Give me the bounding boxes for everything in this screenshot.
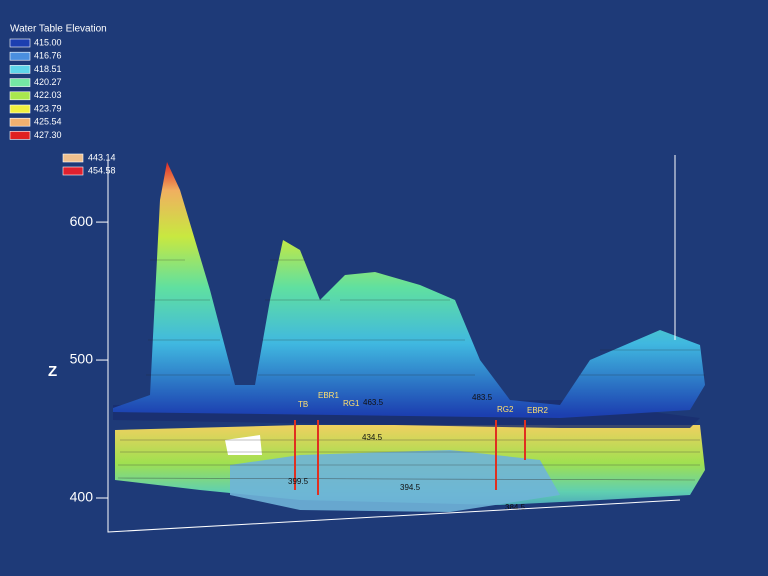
annotations: TB EBR1 RG1 463.5 483.5 RG2 EBR2 434.5 3… <box>288 391 548 512</box>
annotation: 399.5 <box>288 477 309 486</box>
legend-swatch <box>9 38 31 48</box>
annotation: 384.5 <box>505 503 526 512</box>
legend-label: 423.79 <box>34 103 62 113</box>
annotation: RG1 <box>343 399 360 408</box>
annotation: 394.5 <box>400 483 421 492</box>
z-tick-label: 500 <box>70 351 94 367</box>
legend-swatch <box>62 166 84 176</box>
annotation: 463.5 <box>363 398 384 407</box>
legend-swatch <box>9 131 31 140</box>
legend-swatch <box>9 51 31 61</box>
legend-label: 418.51 <box>34 64 62 74</box>
legend-swatch <box>9 117 31 127</box>
legend-swatch <box>9 65 31 74</box>
legend-label: 420.27 <box>34 77 62 87</box>
legend-label: 416.76 <box>34 51 62 61</box>
annotation: EBR1 <box>318 391 339 400</box>
legend-title: Water Table Elevation <box>10 24 107 35</box>
x-axis <box>107 499 681 533</box>
annotation: EBR2 <box>527 406 548 415</box>
legend-label: 425.54 <box>34 117 62 127</box>
legend-label: 443.14 <box>88 152 116 162</box>
legend-label: 415.00 <box>34 37 62 47</box>
upper-surface <box>113 162 705 418</box>
wells <box>294 420 526 495</box>
z-axis-label: Z <box>48 363 57 380</box>
legend-swatch <box>9 78 31 87</box>
z-tick-label: 600 <box>70 213 94 229</box>
legend-label: 427.30 <box>34 130 62 140</box>
legend-swatch <box>62 153 84 163</box>
legend-swatch <box>9 91 31 101</box>
legend-swatch <box>9 104 31 114</box>
z-tick-label: 400 <box>70 489 94 505</box>
annotation: 434.5 <box>362 433 383 442</box>
annotation: 483.5 <box>472 393 493 402</box>
legend-label: 454.58 <box>88 165 116 175</box>
annotation: RG2 <box>497 405 514 414</box>
annotation: TB <box>298 400 308 409</box>
lower-surface <box>115 425 705 512</box>
legend-label: 422.03 <box>34 90 62 100</box>
